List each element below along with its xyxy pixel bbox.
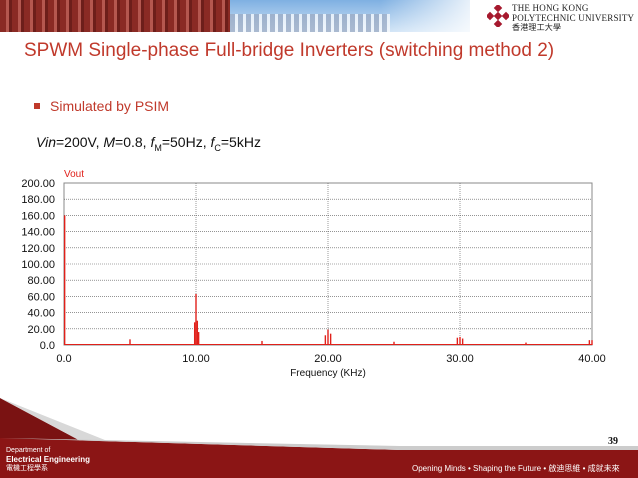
y-tick-label: 20.00 [27,324,55,336]
header-banner: THE HONG KONG POLYTECHNIC UNIVERSITY 香港理… [0,0,638,32]
department-label: Department of Electrical Engineering 電機工… [6,446,90,473]
fm-label: f [150,134,155,150]
y-tick-label: 100.00 [21,259,55,271]
banner-building-image [0,0,230,32]
bullet-text: Simulated by PSIM [50,98,170,114]
y-tick-label: 80.00 [27,275,55,287]
department-line2: Electrical Engineering [6,455,91,464]
frequency-spectrum-chart: 0.0 20.00 40.00 60.00 80.00 100.00 120.00 140.0… [21,169,605,379]
vout-trace [63,215,593,345]
x-tick-label: 10.00 [182,353,210,365]
vin-label: Vin [36,134,56,150]
y-tick-label: 200.00 [21,178,55,190]
x-tick-label: 20.00 [314,353,342,365]
fm-subscript: M [154,142,162,153]
banner-logo-area [488,0,638,32]
fc-subscript: C [214,142,221,153]
x-tick-label: 30.00 [446,353,474,365]
university-logo-icon [487,5,509,27]
x-tick-label: 0.0 [56,353,71,365]
m-label: M [103,134,116,150]
chart-gridlines [64,183,592,345]
banner-fade [380,0,490,32]
y-tick-label: 40.00 [27,308,55,320]
university-name: THE HONG KONG POLYTECHNIC UNIVERSITY 香港理… [512,3,634,32]
page-number: 39 [608,436,618,447]
x-tick-label: 40.00 [578,353,606,365]
m-value: =0.8, [115,134,151,150]
legend-vout: Vout [64,169,84,180]
vin-value: =200V, [55,134,104,150]
y-tick-label: 0.0 [40,340,55,352]
fc-value: =5kHz [220,134,261,150]
department-line1: Department of [6,447,51,454]
y-tick-label: 180.00 [21,194,55,206]
simulation-parameters: Vin=200V, M=0.8, fM=50Hz, fC=5kHz [36,134,261,153]
university-name-line1: THE HONG KONG [512,3,589,13]
y-tick-label: 120.00 [21,243,55,255]
fc-label: f [210,134,215,150]
y-tick-label: 60.00 [27,291,55,303]
department-cn: 電機工程學系 [6,465,48,472]
x-axis-ticks: 0.0 10.00 20.00 30.00 40.00 [56,353,605,365]
university-name-line2: POLYTECHNIC UNIVERSITY [512,13,635,23]
slide-title: SPWM Single-phase Full-bridge Inverters … [24,40,555,61]
y-tick-label: 140.00 [21,227,55,239]
banner-building-image-2 [230,14,390,32]
footer-decoration [0,398,638,478]
bullet-item: Simulated by PSIM [34,98,169,114]
x-axis-label: Frequency (KHz) [290,368,366,379]
y-axis-ticks: 0.0 20.00 40.00 60.00 80.00 100.00 120.00 140.0… [21,178,55,352]
bullet-square-icon [34,103,40,110]
university-name-cn: 香港理工大學 [512,23,562,32]
y-tick-label: 160.00 [21,210,55,222]
footer-slogan: Opening Minds • Shaping the Future • 啟迪思… [412,464,620,473]
fm-value: =50Hz, [161,134,211,150]
